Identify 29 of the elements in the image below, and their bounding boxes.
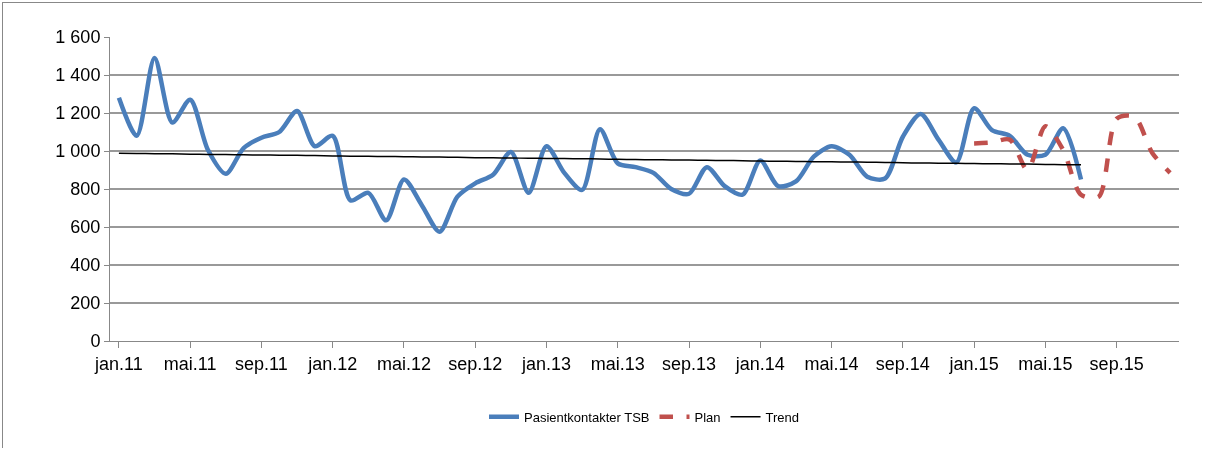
y-tick-label: 800 [70, 179, 101, 200]
y-tick-label: 0 [90, 331, 101, 352]
y-tick-label: 1 600 [55, 27, 101, 48]
x-tick-label: jan.12 [307, 353, 358, 374]
x-tick-label: mai.13 [590, 353, 645, 374]
legend-label: Pasientkontakter TSB [524, 409, 650, 425]
x-tick-label: sep.14 [875, 353, 930, 374]
x-tick-label: jan.14 [734, 353, 785, 374]
x-tick-label: sep.12 [448, 353, 503, 374]
line-series [116, 55, 1084, 234]
line-series [118, 152, 1082, 166]
x-tick-label: mai.15 [1018, 353, 1073, 374]
x-tick-label: jan.15 [948, 353, 999, 374]
y-tick-label: 200 [70, 293, 101, 314]
x-tick-label: sep.13 [662, 353, 717, 374]
x-tick-label: mai.11 [163, 353, 217, 374]
y-tick-label: 1 200 [55, 103, 101, 124]
y-tick-label: 600 [70, 217, 101, 238]
y-tick-label: 1 000 [55, 141, 101, 162]
x-tick-label: mai.12 [376, 353, 431, 374]
x-tick-label: sep.15 [1089, 353, 1144, 374]
legend-label: Trend [765, 409, 800, 425]
x-tick-label: jan.11 [94, 353, 143, 374]
y-tick-label: 400 [70, 255, 101, 276]
y-tick-label: 1 400 [55, 65, 101, 86]
x-tick-label: mai.14 [804, 353, 859, 374]
legend-label: Plan [694, 409, 721, 425]
x-tick-label: jan.13 [520, 353, 572, 374]
x-tick-label: sep.11 [235, 353, 288, 374]
